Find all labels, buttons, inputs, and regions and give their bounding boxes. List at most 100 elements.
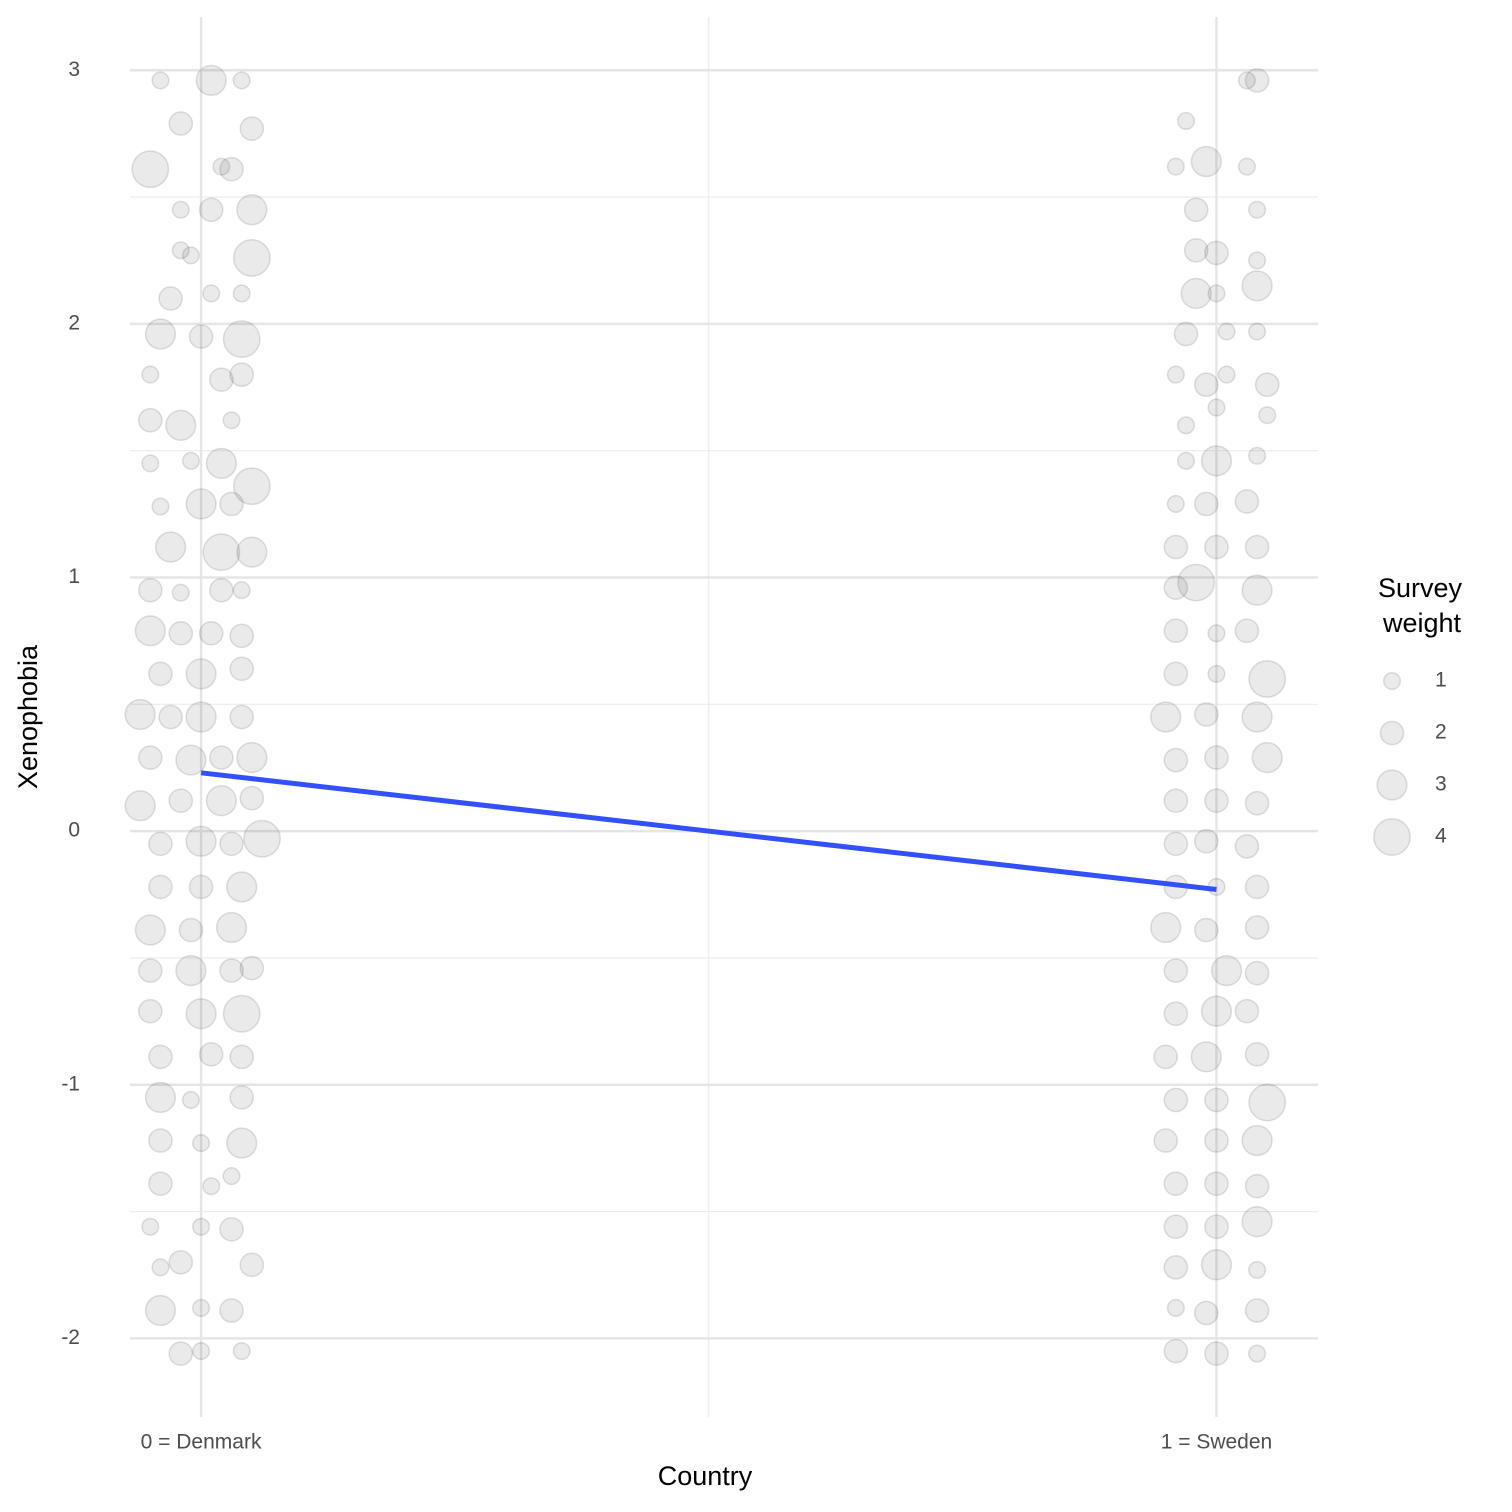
point bbox=[236, 741, 268, 774]
point bbox=[1204, 534, 1229, 560]
point bbox=[1241, 574, 1273, 606]
point bbox=[1204, 745, 1229, 770]
point bbox=[168, 111, 194, 136]
point bbox=[198, 197, 224, 223]
point bbox=[175, 744, 207, 776]
point bbox=[158, 704, 183, 730]
point bbox=[188, 874, 214, 900]
point bbox=[1204, 1341, 1229, 1366]
point bbox=[185, 658, 217, 690]
point bbox=[209, 745, 234, 770]
legend-label: 3 bbox=[1435, 773, 1447, 796]
point bbox=[205, 785, 238, 817]
point bbox=[1248, 322, 1267, 341]
point bbox=[1176, 451, 1196, 470]
point bbox=[1234, 489, 1260, 514]
point bbox=[1150, 701, 1182, 733]
point bbox=[219, 1298, 244, 1323]
point bbox=[148, 1044, 173, 1070]
point bbox=[144, 318, 177, 350]
point bbox=[212, 157, 231, 176]
point bbox=[1183, 237, 1209, 263]
point bbox=[219, 831, 244, 857]
point bbox=[168, 788, 194, 814]
point bbox=[195, 64, 227, 97]
point bbox=[1193, 372, 1219, 398]
point bbox=[192, 1298, 211, 1317]
point bbox=[1234, 998, 1260, 1024]
point bbox=[1163, 1338, 1189, 1364]
point bbox=[181, 1090, 200, 1110]
point bbox=[1166, 1298, 1185, 1317]
point bbox=[1241, 1124, 1273, 1157]
point bbox=[1163, 1087, 1189, 1113]
point bbox=[222, 994, 261, 1033]
point bbox=[1163, 1171, 1189, 1197]
y-tick-label: -2 bbox=[61, 1326, 80, 1349]
y-tick-label: -1 bbox=[61, 1072, 80, 1095]
x-tick-label: 1 = Sweden bbox=[1161, 1431, 1273, 1454]
point bbox=[192, 1342, 211, 1361]
y-tick-label: 2 bbox=[68, 311, 80, 334]
point bbox=[181, 246, 200, 265]
point bbox=[229, 656, 255, 682]
point bbox=[171, 200, 190, 219]
legend-key bbox=[1382, 671, 1402, 691]
point bbox=[219, 958, 244, 983]
point bbox=[1193, 917, 1219, 943]
point bbox=[202, 533, 241, 572]
point bbox=[1200, 1249, 1233, 1281]
point bbox=[239, 116, 265, 141]
legend-key bbox=[1379, 720, 1405, 746]
point bbox=[144, 1081, 177, 1114]
point bbox=[222, 1167, 241, 1186]
point bbox=[229, 1044, 255, 1070]
point bbox=[1251, 741, 1283, 774]
legend-title: Survey bbox=[1378, 573, 1463, 603]
point bbox=[1173, 321, 1199, 347]
point bbox=[1193, 828, 1219, 854]
point bbox=[1244, 534, 1270, 560]
x-axis-title: Country bbox=[658, 1461, 753, 1491]
point bbox=[1258, 406, 1277, 425]
y-axis-title: Xenophobia bbox=[13, 644, 43, 789]
point bbox=[1248, 660, 1287, 698]
fit-line bbox=[200, 770, 1217, 892]
point bbox=[1193, 1300, 1219, 1326]
point bbox=[1207, 664, 1226, 683]
point bbox=[232, 71, 251, 90]
point bbox=[1200, 445, 1233, 477]
point bbox=[168, 620, 194, 646]
point bbox=[137, 577, 163, 603]
point bbox=[1193, 702, 1219, 727]
point bbox=[1244, 1173, 1270, 1199]
point bbox=[141, 454, 160, 473]
point bbox=[148, 874, 173, 900]
point bbox=[124, 698, 156, 731]
point bbox=[1163, 958, 1189, 983]
point bbox=[1234, 833, 1260, 859]
point bbox=[185, 998, 217, 1030]
point bbox=[1163, 831, 1189, 857]
point bbox=[192, 1217, 211, 1236]
point bbox=[137, 745, 163, 770]
point bbox=[229, 1085, 255, 1110]
point bbox=[124, 790, 156, 822]
point bbox=[141, 365, 160, 384]
point bbox=[1248, 1344, 1267, 1363]
point bbox=[148, 1128, 173, 1153]
point bbox=[1193, 491, 1219, 517]
point bbox=[1210, 954, 1243, 987]
point bbox=[1204, 1171, 1229, 1197]
y-tick-label: 1 bbox=[68, 565, 80, 588]
point bbox=[151, 71, 170, 90]
point bbox=[1177, 563, 1216, 602]
point bbox=[236, 194, 268, 226]
point bbox=[137, 958, 163, 983]
point bbox=[1163, 1001, 1189, 1027]
legend-key bbox=[1373, 818, 1411, 856]
point bbox=[1248, 446, 1267, 465]
point bbox=[1244, 874, 1270, 900]
point bbox=[232, 1342, 251, 1361]
